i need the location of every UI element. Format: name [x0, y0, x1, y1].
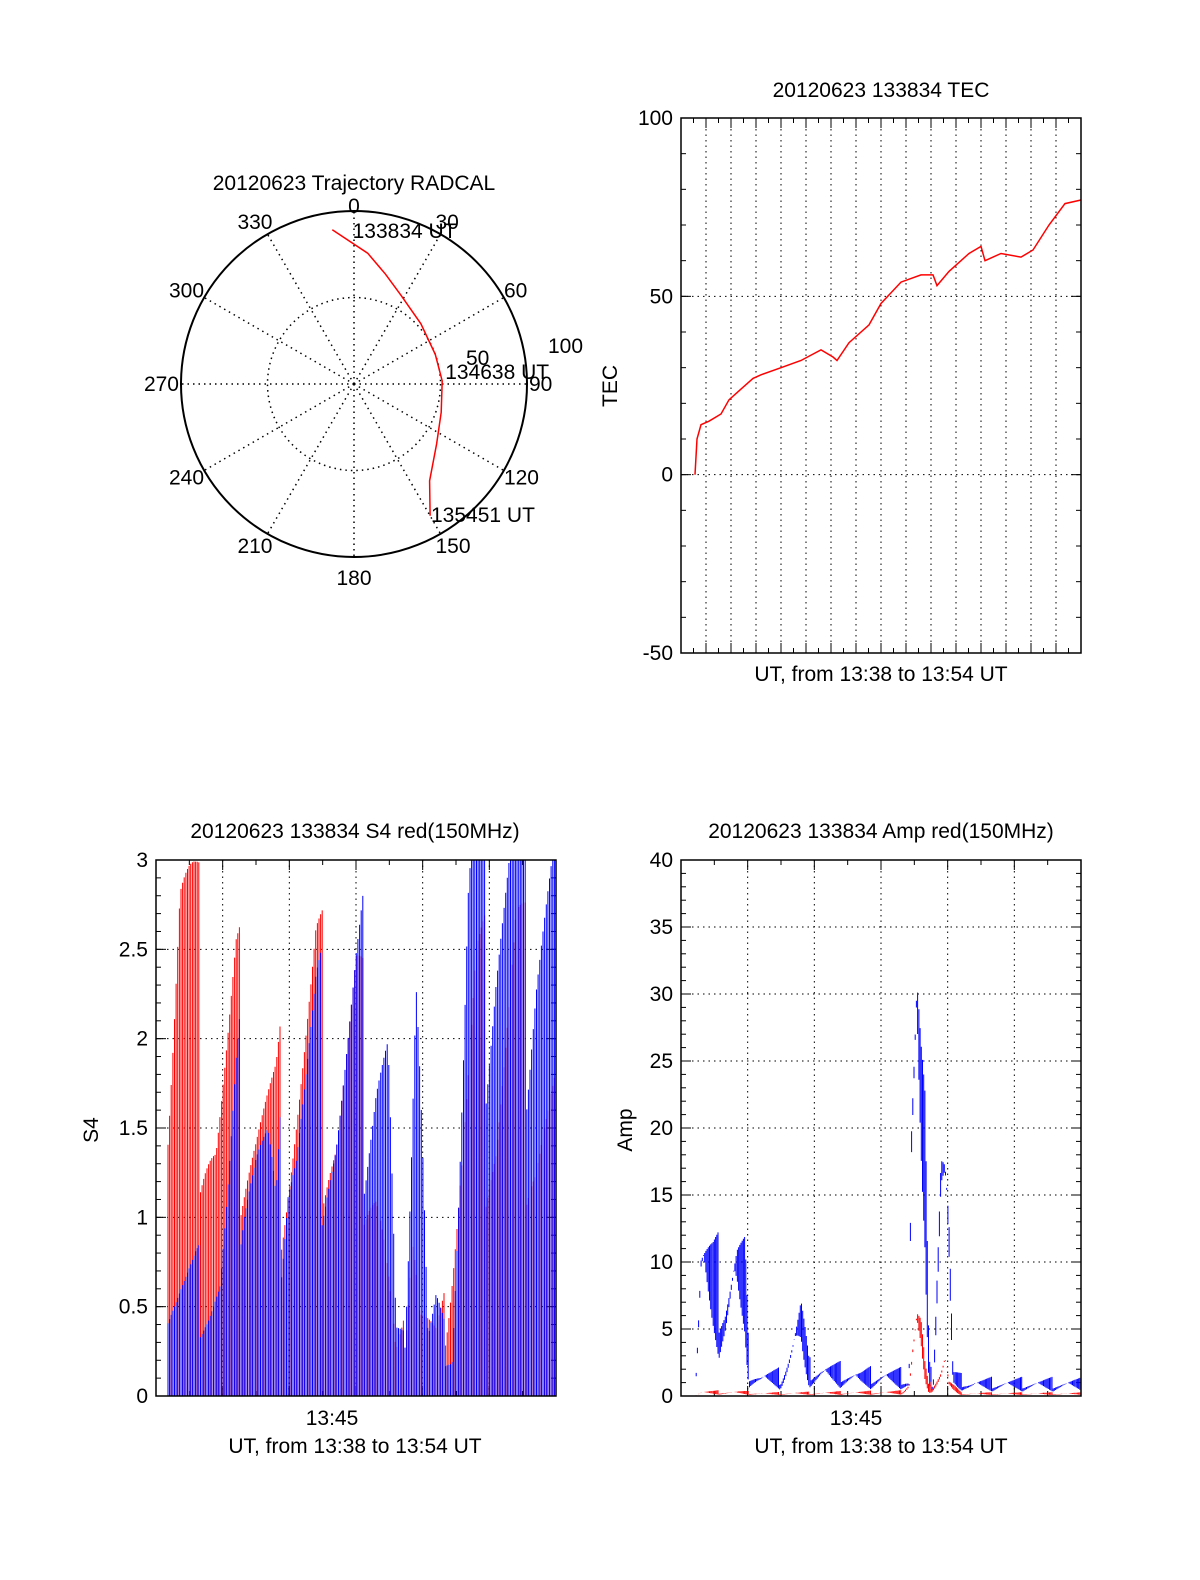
polar-outer-circle [180, 210, 528, 558]
polar-spoke [353, 383, 442, 535]
y-tick-label: 0 [661, 1385, 673, 1408]
series-line [694, 199, 1082, 475]
y-tick-label: 1.5 [119, 1117, 148, 1140]
tec-plot-area: -50 0 50 100 [638, 107, 1082, 665]
polar-spoke [203, 296, 355, 385]
polar-grid [181, 211, 527, 557]
amp-title: 20120623 133834 Amp red(150MHz) [708, 820, 1054, 843]
polar-radial-label: 50 [466, 347, 489, 370]
s4-xlabel: UT, from 13:38 to 13:54 UT [228, 1435, 481, 1458]
plot-frame [155, 859, 557, 1397]
y-tick-label: -50 [643, 642, 673, 665]
polar-spoke [266, 383, 355, 535]
polar-angle-label: 30 [436, 211, 459, 234]
series-line [167, 860, 557, 1396]
y-tick-label: 40 [650, 849, 673, 872]
polar-angle-label: 120 [504, 467, 539, 490]
polar-angle-label: 240 [169, 467, 204, 490]
s4-ylabel: S4 [80, 1117, 103, 1143]
polar-angle-label: 270 [144, 373, 179, 396]
amp-xlabel: UT, from 13:38 to 13:54 UT [754, 1435, 1007, 1458]
polar-radial-labels: 50 100 [466, 335, 583, 370]
polar-ring [266, 296, 442, 472]
polar-angle-label: 330 [237, 211, 272, 234]
polar-angle-label: 300 [169, 280, 204, 303]
trajectory-time-label: 134638 UT [445, 361, 549, 384]
tec-xlabel: UT, from 13:38 to 13:54 UT [754, 663, 1007, 686]
y-tick-label: 15 [650, 1184, 673, 1207]
y-tick-label: 5 [661, 1318, 673, 1341]
polar-spoke [353, 296, 505, 385]
y-tick-label: 2.5 [119, 938, 148, 961]
y-tick-label: 20 [650, 1117, 673, 1140]
plot-frame [680, 859, 1082, 1397]
polar-spoke [266, 233, 355, 385]
y-tick-label: 25 [650, 1050, 673, 1073]
tec-ylabel: TEC [599, 365, 622, 407]
y-tick-label: 2 [136, 1028, 148, 1051]
y-tick-label: 10 [650, 1251, 673, 1274]
tec-panel: 20120623 133834 TEC TEC UT, from 13:38 t… [599, 79, 1082, 686]
s4-plot-area: 0 0.5 1 1.5 2 2.5 3 [119, 849, 557, 1408]
y-tick-label: 0.5 [119, 1296, 148, 1319]
y-tick-label: 50 [650, 285, 673, 308]
y-tick-label: 0 [661, 464, 673, 487]
y-tick-label: 0 [136, 1385, 148, 1408]
s4-title: 20120623 133834 S4 red(150MHz) [190, 820, 519, 843]
y-tick-label: 30 [650, 983, 673, 1006]
trajectory-panel: 20120623 Trajectory RADCAL 0 30 60 90 120 150… [144, 172, 583, 590]
polar-spoke [203, 383, 355, 472]
polar-spoke [353, 233, 442, 385]
trajectory-time-label: 135451 UT [431, 504, 535, 527]
series-line [695, 992, 1082, 1392]
amp-plot-area: 0 5 10 15 20 25 30 35 40 [650, 849, 1082, 1408]
y-tick-label: 3 [136, 849, 148, 872]
polar-angle-label: 210 [237, 535, 272, 558]
s4-panel: 20120623 133834 S4 red(150MHz) S4 13:45 … [80, 820, 557, 1458]
polar-series [331, 229, 443, 516]
polar-radial-label: 100 [548, 335, 583, 358]
trajectory-time-label: 133834 UT [353, 220, 457, 243]
polar-spoke [353, 383, 505, 472]
polar-angle-label: 150 [436, 535, 471, 558]
series-line [695, 1314, 1082, 1396]
amp-ylabel: Amp [614, 1108, 637, 1151]
plot-frame [680, 117, 1082, 654]
polar-angle-labels: 0 30 60 90 120 150 180 210 240 270 300 330 [144, 195, 552, 590]
polar-angle-label: 90 [529, 373, 552, 396]
polar-angle-label: 60 [504, 280, 527, 303]
y-tick-label: 1 [136, 1206, 148, 1229]
y-tick-label: 35 [650, 916, 673, 939]
polar-annotations: 133834 UT 134638 UT 135451 UT [353, 220, 550, 527]
amp-xtick-label: 13:45 [830, 1407, 883, 1430]
trajectory-line [331, 229, 443, 516]
polar-angle-label: 0 [348, 195, 360, 218]
s4-xtick-label: 13:45 [306, 1407, 359, 1430]
trajectory-title: 20120623 Trajectory RADCAL [213, 172, 496, 195]
amp-panel: 20120623 133834 Amp red(150MHz) Amp 13:4… [614, 820, 1082, 1458]
tec-title: 20120623 133834 TEC [773, 79, 990, 102]
polar-angle-label: 180 [336, 567, 371, 590]
y-tick-label: 100 [638, 107, 673, 130]
